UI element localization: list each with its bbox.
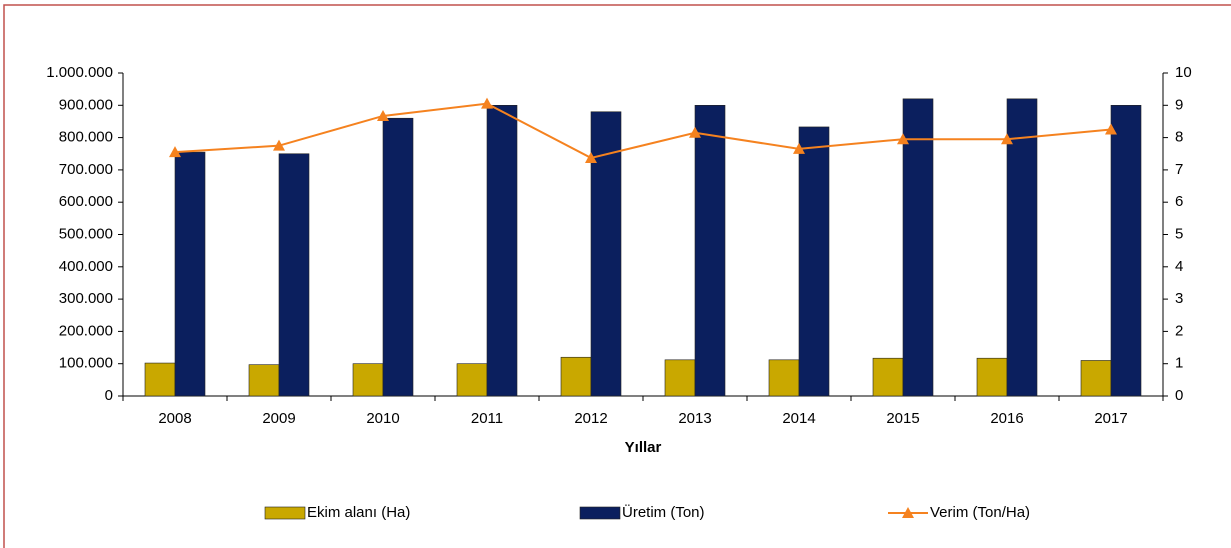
bar — [590, 111, 622, 397]
bar — [382, 117, 414, 397]
x-tick-label: 2011 — [471, 410, 503, 427]
line — [174, 102, 1112, 160]
marker — [169, 146, 181, 158]
y-tick-label: 100.000 — [59, 355, 113, 372]
bar — [664, 359, 696, 397]
y2-tick-label: 8 — [1175, 129, 1183, 146]
x-tick-label: 2008 — [158, 410, 191, 427]
bar — [1110, 105, 1142, 397]
bar — [768, 359, 800, 397]
marker — [377, 109, 389, 121]
bar — [694, 105, 726, 397]
bar — [560, 356, 592, 397]
x-tick-label: 2013 — [678, 410, 711, 427]
legend-marker — [902, 507, 914, 518]
bar — [248, 364, 280, 397]
y-tick-label: 800.000 — [59, 129, 113, 146]
y2-tick-label: 4 — [1175, 258, 1183, 275]
bar — [902, 98, 934, 397]
x-tick-label: 2016 — [990, 410, 1023, 427]
y-tick-label: 500.000 — [59, 225, 113, 242]
x-tick-label: 2015 — [886, 410, 919, 427]
marker — [793, 142, 805, 154]
y-tick-label: 600.000 — [59, 193, 113, 210]
y-tick-label: 400.000 — [59, 258, 113, 275]
x-axis-label: Yıllar — [625, 439, 662, 456]
legend-swatch — [579, 506, 621, 520]
legend-label: Ekim alanı (Ha) — [307, 504, 410, 521]
y2-tick-label: 1 — [1175, 355, 1183, 372]
legend-label: Verim (Ton/Ha) — [930, 504, 1030, 521]
y-tick-label: 1.000.000 — [46, 64, 113, 81]
y2-tick-label: 0 — [1175, 387, 1183, 404]
legend-swatch — [264, 506, 306, 520]
y2-tick-label: 6 — [1175, 193, 1183, 210]
marker — [1001, 133, 1013, 145]
x-tick-label: 2010 — [366, 410, 399, 427]
marker — [1105, 123, 1117, 135]
bar — [486, 105, 518, 397]
y-tick-label: 700.000 — [59, 161, 113, 178]
x-tick-label: 2012 — [574, 410, 607, 427]
y2-tick-label: 7 — [1175, 161, 1183, 178]
y2-tick-label: 10 — [1175, 64, 1192, 81]
bar — [976, 357, 1008, 397]
bar — [278, 153, 310, 397]
marker — [689, 126, 701, 138]
bar — [1080, 360, 1112, 397]
bar — [798, 126, 830, 397]
x-tick-label: 2017 — [1094, 410, 1127, 427]
x-tick-label: 2014 — [782, 410, 815, 427]
frame — [3, 4, 1231, 548]
marker — [585, 151, 597, 163]
marker — [481, 97, 493, 109]
y-tick-label: 300.000 — [59, 290, 113, 307]
bar — [352, 363, 384, 397]
y-tick-label: 0 — [105, 387, 113, 404]
y2-tick-label: 5 — [1175, 225, 1183, 242]
y-tick-label: 200.000 — [59, 322, 113, 339]
bar — [174, 151, 206, 397]
legend-label: Üretim (Ton) — [622, 503, 705, 521]
marker — [273, 139, 285, 151]
y2-tick-label: 9 — [1175, 96, 1183, 113]
marker — [897, 133, 909, 145]
x-tick-label: 2009 — [262, 410, 295, 427]
bar — [1006, 98, 1038, 397]
bar — [456, 363, 488, 397]
y2-tick-label: 2 — [1175, 322, 1183, 339]
y-tick-label: 900.000 — [59, 96, 113, 113]
bar — [872, 357, 904, 397]
y2-tick-label: 3 — [1175, 290, 1183, 307]
bar — [144, 362, 176, 397]
